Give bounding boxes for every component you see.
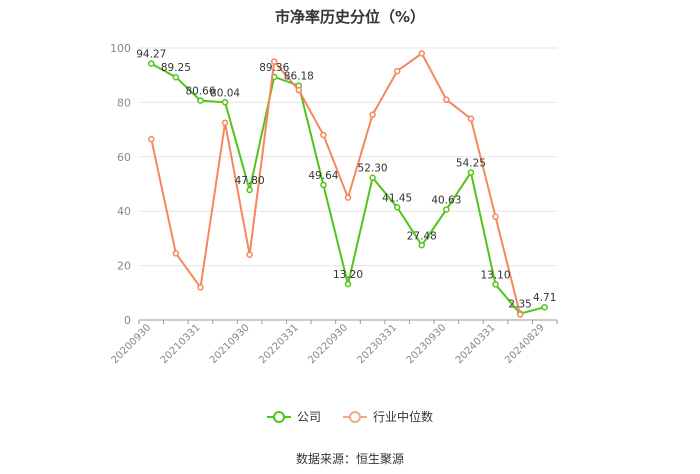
data-label: 94.27 <box>136 49 166 61</box>
data-point-company <box>369 174 376 181</box>
x-tick-label: 20210331 <box>159 322 203 366</box>
data-label: 89.25 <box>161 62 191 74</box>
data-label: 86.18 <box>284 71 314 83</box>
series-layer <box>148 50 548 318</box>
data-point-industry <box>172 250 180 257</box>
data-point-company <box>541 303 548 311</box>
data-label: 41.45 <box>382 192 412 204</box>
data-label: 27.48 <box>407 230 437 242</box>
source-note: 数据来源：恒生聚源 <box>295 452 404 466</box>
data-label: 13.10 <box>480 269 510 281</box>
data-label: 13.20 <box>333 269 363 281</box>
x-tick-label: 20220930 <box>306 322 350 366</box>
series-line-industry <box>150 51 522 315</box>
data-point-industry <box>516 311 524 318</box>
gridlines <box>139 47 557 267</box>
data-point-company <box>221 99 229 106</box>
data-point-industry <box>320 131 327 139</box>
y-tick-label: 20 <box>117 260 131 273</box>
legend-label-industry: 行业中位数 <box>373 410 434 424</box>
x-tick-label: 20230331 <box>356 322 400 366</box>
data-point-company <box>148 60 155 67</box>
data-point-company <box>172 73 180 81</box>
data-point-industry <box>295 86 303 94</box>
y-tick-label: 80 <box>117 96 131 109</box>
x-tick-label: 20210930 <box>208 322 252 366</box>
x-tick-label: 20200930 <box>110 322 154 366</box>
data-point-industry <box>418 50 426 57</box>
data-point-industry <box>393 67 401 75</box>
data-point-industry <box>467 115 475 122</box>
data-label: 47.80 <box>235 175 265 187</box>
legend-item-company[interactable]: 公司 <box>266 408 321 425</box>
data-label: 80.04 <box>210 87 240 99</box>
data-point-company <box>320 181 327 189</box>
x-axis: 20200930 20210331 20210930 20220331 20220930… <box>110 319 558 366</box>
data-label: 40.63 <box>431 194 461 206</box>
data-point-company <box>443 206 450 213</box>
data-point-industry <box>246 251 253 258</box>
y-tick-label: 0 <box>124 314 131 327</box>
data-point-company <box>418 242 426 249</box>
legend-item-industry[interactable]: 行业中位数 <box>343 408 433 425</box>
data-point-industry <box>344 194 352 201</box>
y-tick-label: 40 <box>117 205 131 218</box>
legend: 公司 行业中位数 <box>0 408 700 425</box>
chart-title: 市净率历史分位（%） <box>274 8 426 26</box>
y-tick-label: 60 <box>117 151 131 164</box>
data-point-company <box>492 281 499 288</box>
data-label: 49.64 <box>308 170 338 182</box>
legend-swatch-company <box>266 410 291 423</box>
data-label: 80.66 <box>185 86 215 98</box>
data-point-company <box>246 186 253 194</box>
data-point-industry <box>492 213 499 220</box>
data-label: 89.36 <box>259 62 289 74</box>
x-tick-label: 20220331 <box>257 322 301 366</box>
legend-swatch-industry <box>343 410 367 423</box>
data-point-industry <box>443 96 450 103</box>
data-point-company <box>393 204 401 211</box>
data-point-industry <box>197 284 204 291</box>
data-point-industry <box>369 111 376 118</box>
data-label: 4.71 <box>533 292 556 304</box>
x-tick-label: 20240829 <box>503 322 547 366</box>
y-tick-label: 100 <box>110 42 131 55</box>
data-point-company <box>344 280 352 288</box>
data-point-company <box>467 169 475 176</box>
data-point-industry <box>221 119 229 127</box>
data-label: 2.35 <box>508 299 531 311</box>
x-tick-label: 20230930 <box>405 322 449 366</box>
data-point-industry <box>270 58 278 65</box>
legend-label-company: 公司 <box>296 410 321 424</box>
y-axis: 0 20 40 60 80 100 <box>110 42 131 327</box>
data-point-company <box>197 97 204 104</box>
x-tick-label: 20240331 <box>454 322 498 366</box>
data-point-industry <box>148 135 155 143</box>
data-label: 54.25 <box>456 157 486 169</box>
data-label: 52.30 <box>358 163 388 175</box>
